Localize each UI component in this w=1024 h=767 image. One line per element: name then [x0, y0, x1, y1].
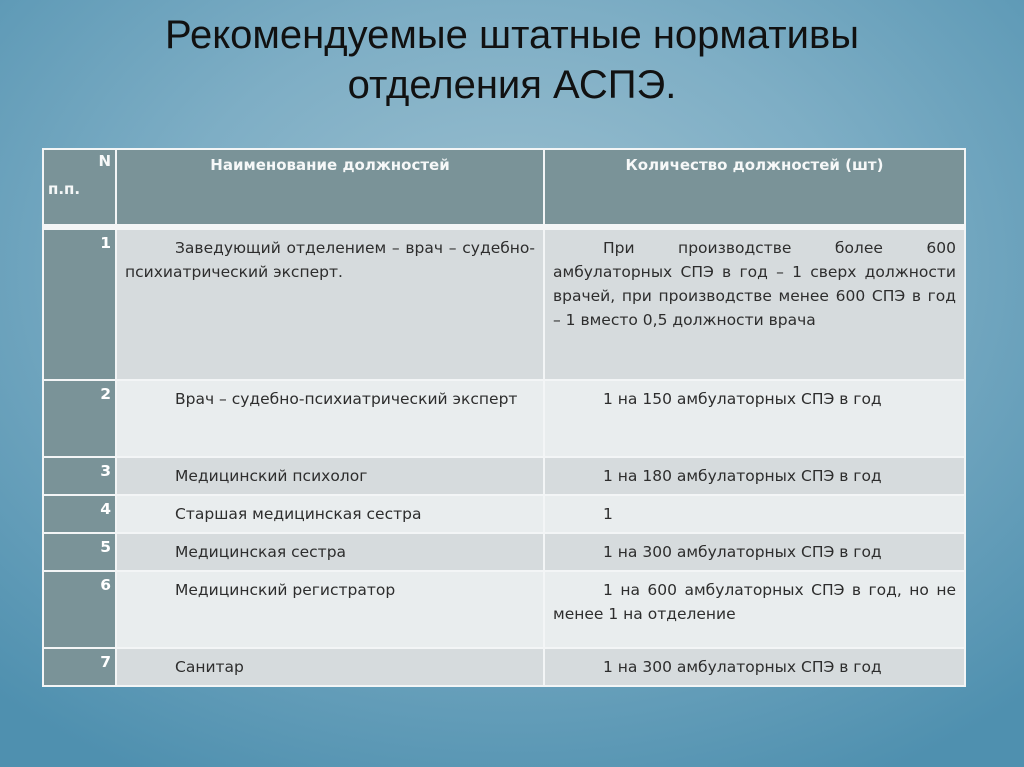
- header-divider: [42, 224, 966, 230]
- row-number: 2: [42, 379, 117, 458]
- position-count: 1 на 300 амбулаторных СПЭ в год: [543, 647, 966, 687]
- position-count: 1 на 150 амбулаторных СПЭ в год: [543, 379, 966, 458]
- staff-norms-table: N п.п. Наименование должностей Количеств…: [42, 148, 966, 687]
- table-row: 7 Санитар 1 на 300 амбулаторных СПЭ в го…: [42, 647, 966, 687]
- position-count: При производстве более 600 амбулаторных …: [543, 228, 966, 381]
- position-name: Санитар: [115, 647, 545, 687]
- header-position-name: Наименование должностей: [115, 148, 545, 227]
- position-name: Медицинская сестра: [115, 532, 545, 572]
- title-line-2: отделения АСПЭ.: [347, 63, 677, 107]
- position-count: 1 на 600 амбулаторных СПЭ в год, но не м…: [543, 570, 966, 649]
- header-position-count: Количество должностей (шт): [543, 148, 966, 227]
- row-number: 7: [42, 647, 117, 687]
- table-row: 3 Медицинский психолог 1 на 180 амбулато…: [42, 456, 966, 496]
- header-row: N п.п. Наименование должностей Количеств…: [42, 148, 966, 227]
- table-row: 6 Медицинский регистратор 1 на 600 амбул…: [42, 570, 966, 649]
- row-number: 3: [42, 456, 117, 496]
- row-number: 1: [42, 228, 117, 381]
- position-name: Заведующий отделением – врач – судебно-п…: [115, 228, 545, 381]
- row-number: 4: [42, 494, 117, 534]
- row-number: 6: [42, 570, 117, 649]
- position-count: 1: [543, 494, 966, 534]
- table-row: 2 Врач – судебно-психиатрический эксперт…: [42, 379, 966, 458]
- slide-title: Рекомендуемые штатные нормативы отделени…: [0, 10, 1024, 110]
- position-name: Медицинский психолог: [115, 456, 545, 496]
- header-number-pp: п.п.: [48, 180, 81, 198]
- position-name: Врач – судебно-психиатрический эксперт: [115, 379, 545, 458]
- header-number: N п.п.: [42, 148, 117, 227]
- row-number: 5: [42, 532, 117, 572]
- header-number-n: N: [98, 152, 111, 170]
- table-row: 1 Заведующий отделением – врач – судебно…: [42, 228, 966, 381]
- table-row: 5 Медицинская сестра 1 на 300 амбулаторн…: [42, 532, 966, 572]
- position-count: 1 на 180 амбулаторных СПЭ в год: [543, 456, 966, 496]
- title-line-1: Рекомендуемые штатные нормативы: [165, 13, 859, 57]
- position-name: Медицинский регистратор: [115, 570, 545, 649]
- table-row: 4 Старшая медицинская сестра 1: [42, 494, 966, 534]
- position-name: Старшая медицинская сестра: [115, 494, 545, 534]
- position-count: 1 на 300 амбулаторных СПЭ в год: [543, 532, 966, 572]
